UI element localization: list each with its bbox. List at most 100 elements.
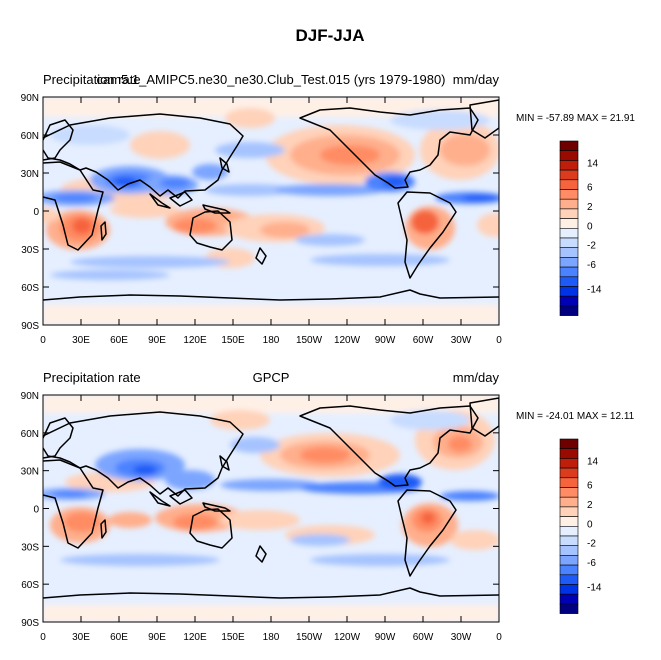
x-tick-label: 60W xyxy=(413,632,434,643)
coastline-new-zealand xyxy=(255,545,267,563)
panel-obs: Precipitation rate GPCP mm/day xyxy=(21,370,635,643)
colorbar-box xyxy=(559,593,579,605)
colorbar-box xyxy=(559,574,579,585)
colorbar-box xyxy=(559,545,579,556)
panel-obs-left-title: Precipitation rate xyxy=(43,370,141,385)
panel-obs-stats: MIN = -24.01 MAX = 12.11 xyxy=(516,411,635,422)
colorbar-box xyxy=(559,247,579,258)
y-tick-label: 0 xyxy=(33,207,39,218)
colorbar-box xyxy=(559,458,579,469)
coastline-antarctica xyxy=(43,289,499,301)
panel-obs-xticks: 0 30E 60E 90E 120E 150E 180 150W 120W 90W 60W 30W 0 xyxy=(40,395,502,643)
y-tick-label: 60N xyxy=(21,131,39,142)
x-tick-label: 120E xyxy=(183,632,207,643)
coastline-madagascar xyxy=(100,519,107,539)
x-tick-label: 30W xyxy=(451,335,472,346)
x-tick-label: 180 xyxy=(263,632,280,643)
coastline-new-guinea xyxy=(202,502,231,512)
colorbar-box xyxy=(559,305,579,316)
coastlines xyxy=(43,397,499,599)
y-tick-label: 30N xyxy=(21,467,39,478)
coastline-south-america xyxy=(397,191,457,279)
x-tick-label: 150W xyxy=(296,632,323,643)
panel-obs-center-title: GPCP xyxy=(253,370,290,385)
colorbar-box xyxy=(559,169,579,181)
colorbar-box xyxy=(559,140,579,151)
y-tick-label: 90N xyxy=(21,93,39,104)
colorbar-box xyxy=(559,487,579,498)
coastline-europe xyxy=(43,119,74,161)
coastline-madagascar xyxy=(100,221,107,241)
coastline-japan xyxy=(219,455,230,471)
x-tick-label: 120W xyxy=(334,335,361,346)
x-tick-label: 120E xyxy=(183,335,207,346)
coastline-africa xyxy=(43,459,104,549)
colorbar-label: 14 xyxy=(587,456,599,467)
coastlines xyxy=(43,99,499,301)
y-tick-label: 60S xyxy=(21,580,39,591)
colorbar-label: 6 xyxy=(587,183,593,194)
x-tick-label: 60E xyxy=(110,335,128,346)
coastline-north-america xyxy=(299,405,479,487)
y-tick-label: 30S xyxy=(21,542,39,553)
colorbar-box xyxy=(559,218,579,229)
panel-model-center-title: cam5.1_AMIPC5.ne30_ne30.Club_Test.015 (y… xyxy=(96,72,445,87)
colorbar-box xyxy=(559,448,579,459)
coastline-australia xyxy=(189,210,233,251)
coastline-indonesia-borneo xyxy=(169,191,193,207)
panel-obs-yticks: 90N 60N 30N 0 30S 60S 90S xyxy=(21,391,499,629)
colorbar-box xyxy=(559,467,579,479)
colorbar-box xyxy=(559,496,579,508)
x-tick-label: 30E xyxy=(72,335,90,346)
y-tick-label: 90N xyxy=(21,391,39,402)
x-tick-label: 150E xyxy=(221,632,245,643)
colorbar-box xyxy=(559,257,579,268)
colorbar-box xyxy=(559,237,579,248)
colorbar-box xyxy=(559,179,579,190)
colorbar-label: 14 xyxy=(587,158,599,169)
coastline-north-america xyxy=(299,107,479,189)
x-tick-label: 0 xyxy=(496,335,502,346)
y-tick-label: 30S xyxy=(21,245,39,256)
x-tick-label: 30W xyxy=(451,632,472,643)
colorbar-box xyxy=(559,564,579,576)
coastline-greenland xyxy=(469,397,499,437)
colorbar-box xyxy=(559,584,579,595)
colorbar-label: 6 xyxy=(587,481,593,492)
colorbar-box xyxy=(559,477,579,488)
coastline-eurasia xyxy=(43,411,244,497)
colorbar-box xyxy=(559,506,579,517)
colorbar-box xyxy=(559,189,579,200)
colorbar-box xyxy=(559,266,579,278)
panel-model-stats: MIN = -57.89 MAX = 21.91 xyxy=(516,113,635,124)
y-tick-label: 60S xyxy=(21,283,39,294)
x-tick-label: 150W xyxy=(296,335,323,346)
colorbar-box xyxy=(559,208,579,219)
colorbar-label: 2 xyxy=(587,500,593,511)
y-tick-label: 0 xyxy=(33,505,39,516)
colorbar-label: -6 xyxy=(587,558,596,569)
y-tick-label: 90S xyxy=(21,321,39,332)
coastline-africa xyxy=(43,161,104,251)
panel-obs-colorbar: 14 6 2 0 -2 -6 -14 xyxy=(559,438,602,614)
x-tick-label: 0 xyxy=(40,335,46,346)
colorbar-label: 0 xyxy=(587,519,593,530)
panel-model-yticks: 90N 60N 30N 0 30S 60S 90S xyxy=(21,93,499,332)
y-tick-label: 30N xyxy=(21,169,39,180)
x-tick-label: 60E xyxy=(110,632,128,643)
x-tick-label: 90E xyxy=(148,335,166,346)
colorbar-label: -2 xyxy=(587,241,596,252)
panel-model-xticks: 0 30E 60E 90E 120E 150E 180 150W 120W 90W 60W 30W 0 xyxy=(40,97,502,346)
y-tick-label: 60N xyxy=(21,429,39,440)
colorbar-box xyxy=(559,295,579,307)
coastline-greenland xyxy=(469,99,499,139)
coastline-australia xyxy=(189,508,233,549)
panel-model-left-title: Precipitation rate xyxy=(43,72,141,87)
colorbar-box xyxy=(559,535,579,546)
colorbar-label: -2 xyxy=(587,539,596,550)
colorbar-box xyxy=(559,160,579,171)
panel-obs-right-title: mm/day xyxy=(453,370,500,385)
coastline-europe xyxy=(43,417,74,459)
coastline-japan xyxy=(219,157,230,173)
x-tick-label: 60W xyxy=(413,335,434,346)
